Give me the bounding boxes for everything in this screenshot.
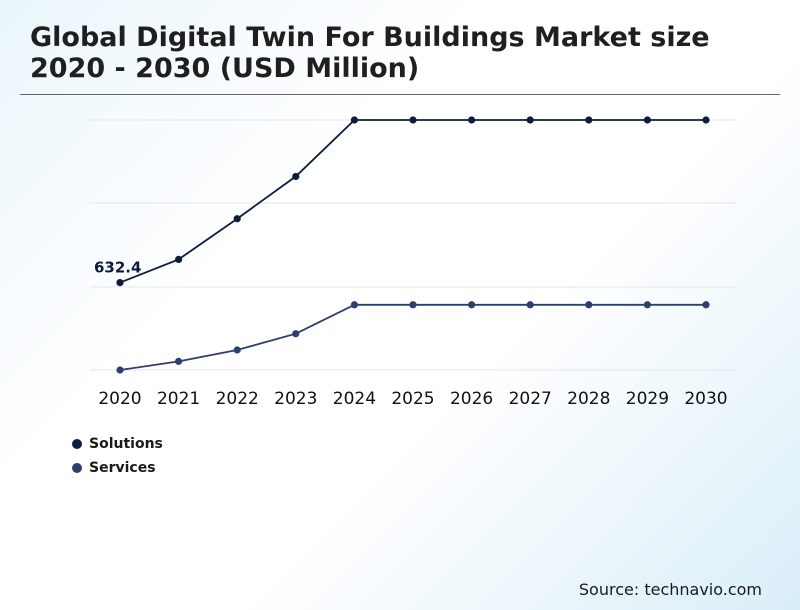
data-point-solutions <box>409 116 417 124</box>
x-axis-tick-labels: 2020 2021 2022 2023 2024 2025 2026 2027 2028 2029… <box>98 389 727 409</box>
x-tick-label: 2020 <box>98 389 141 409</box>
data-point-services <box>350 301 358 309</box>
legend-marker-solutions <box>72 439 82 449</box>
data-point-services <box>643 301 652 309</box>
chart-title: Global Digital Twin For Buildings Market… <box>30 22 710 84</box>
x-tick-label: 2029 <box>626 389 669 409</box>
x-tick-label: 2027 <box>509 389 552 409</box>
series-points <box>116 116 710 374</box>
data-labels: 632.4 <box>94 259 141 277</box>
data-point-services <box>702 301 710 309</box>
x-tick-label: 2030 <box>684 389 727 409</box>
series-lines <box>119 119 706 371</box>
data-point-solutions <box>233 215 241 223</box>
legend-label-services: Services <box>89 460 156 476</box>
data-point-services <box>292 330 300 338</box>
x-tick-label: 2026 <box>450 389 493 409</box>
data-point-solutions <box>116 278 124 287</box>
gridlines <box>90 119 736 371</box>
data-point-services <box>175 357 183 365</box>
data-point-services <box>468 301 476 309</box>
data-point-solutions <box>526 116 534 124</box>
data-point-solutions <box>702 116 710 124</box>
title-divider <box>20 94 780 95</box>
legend-marker-services <box>72 463 82 473</box>
x-tick-label: 2022 <box>216 389 259 409</box>
source-credit: Source: technavio.com <box>578 580 762 599</box>
x-tick-label: 2024 <box>333 389 376 409</box>
series-line-solutions <box>119 119 706 284</box>
series-line-services <box>119 303 706 371</box>
data-point-services <box>526 301 534 309</box>
x-tick-label: 2023 <box>274 389 317 409</box>
x-tick-label: 2025 <box>391 389 434 409</box>
x-tick-label: 2021 <box>157 389 200 409</box>
data-point-solutions <box>350 116 358 124</box>
data-point-solutions <box>175 255 183 263</box>
data-point-services <box>233 346 241 354</box>
legend-item-solutions: Solutions <box>72 436 163 452</box>
legend-label-solutions: Solutions <box>89 436 163 452</box>
data-point-services <box>116 366 124 374</box>
data-point-services <box>409 301 417 309</box>
data-point-solutions <box>643 116 652 124</box>
x-tick-label: 2028 <box>567 389 610 409</box>
data-point-solutions <box>468 116 476 124</box>
data-point-solutions <box>585 116 593 124</box>
data-label: 632.4 <box>94 259 141 277</box>
legend-item-services: Services <box>72 460 156 476</box>
data-point-services <box>585 301 593 309</box>
data-point-solutions <box>292 172 300 181</box>
